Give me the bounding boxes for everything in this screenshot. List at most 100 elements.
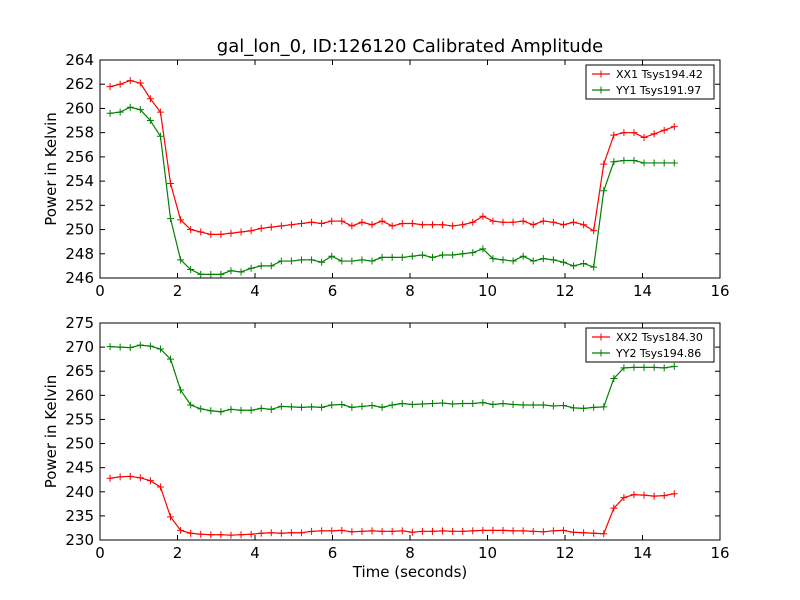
data-point (257, 262, 265, 270)
data-point (267, 405, 275, 413)
data-point (368, 527, 376, 535)
data-point (499, 400, 507, 408)
data-point (570, 262, 578, 270)
data-point (378, 217, 386, 225)
y-tick-label: 275 (65, 314, 94, 332)
data-point (660, 159, 668, 167)
data-point (408, 252, 416, 260)
x-tick-label: 14 (633, 544, 652, 562)
data-point (177, 386, 185, 394)
data-point (529, 221, 537, 229)
data-point (620, 129, 628, 137)
data-point (509, 257, 517, 265)
x-tick-label: 10 (478, 544, 497, 562)
data-point (449, 222, 457, 230)
legend-swatch-marker (597, 70, 605, 78)
data-point (580, 529, 588, 537)
data-point (378, 527, 386, 535)
data-point (247, 264, 255, 272)
data-point (156, 345, 164, 353)
data-point (549, 527, 557, 535)
data-point (247, 406, 255, 414)
data-point (650, 363, 658, 371)
data-point (207, 407, 215, 415)
x-tick-label: 8 (405, 282, 415, 300)
data-point (338, 526, 346, 534)
data-point (519, 527, 527, 535)
data-point (479, 399, 487, 407)
data-point (620, 494, 628, 502)
data-point (378, 403, 386, 411)
data-point (580, 259, 588, 267)
data-point (217, 270, 225, 278)
data-point (570, 404, 578, 412)
data-point (298, 529, 305, 537)
plot-panel-1: 0 2 4 6 8 10 12 14 16246248250252254256258260262… (42, 51, 730, 300)
data-point (509, 218, 517, 226)
data-point (610, 131, 618, 139)
data-point (479, 526, 487, 534)
y-tick-label: 252 (65, 196, 94, 214)
data-point (489, 217, 497, 225)
data-point (479, 212, 487, 220)
data-point (630, 491, 638, 499)
y-tick-label: 250 (65, 435, 94, 453)
x-tick-label: 8 (405, 544, 415, 562)
data-point (640, 159, 648, 167)
data-point (469, 400, 477, 408)
data-point (519, 401, 527, 409)
data-point (630, 363, 638, 371)
data-point (227, 531, 235, 539)
data-point (650, 130, 658, 138)
data-point (590, 529, 598, 537)
data-point (106, 83, 114, 91)
y-tick-label: 240 (65, 483, 94, 501)
data-point (177, 526, 185, 534)
data-point (439, 399, 447, 407)
data-point (116, 108, 124, 116)
data-point (610, 374, 618, 382)
data-point (600, 187, 608, 195)
data-point (277, 402, 285, 410)
data-point (197, 228, 205, 236)
data-point (146, 342, 154, 350)
data-point (539, 217, 547, 225)
data-point (318, 527, 326, 535)
data-point (308, 403, 316, 411)
data-point (257, 529, 265, 537)
data-point (267, 262, 275, 270)
data-point (600, 403, 608, 411)
data-point (267, 529, 275, 537)
legend-label: YY2 Tsys194.86 (615, 347, 701, 360)
data-point (197, 530, 205, 538)
data-point (136, 474, 144, 482)
x-tick-label: 4 (250, 282, 260, 300)
data-point (318, 220, 326, 227)
data-point (116, 343, 124, 351)
y-tick-label: 262 (65, 75, 94, 93)
data-point (670, 490, 678, 498)
data-point (207, 230, 215, 238)
x-tick-label: 14 (633, 282, 652, 300)
data-point (630, 129, 638, 137)
data-point (106, 109, 114, 117)
data-point (519, 252, 527, 260)
data-point (308, 256, 316, 264)
x-tick-label: 2 (173, 282, 183, 300)
x-tick-label: 16 (710, 544, 729, 562)
y-tick-label: 235 (65, 507, 94, 525)
data-point (570, 218, 578, 226)
data-point (549, 218, 557, 226)
x-tick-label: 0 (95, 282, 105, 300)
data-point (650, 492, 658, 500)
chart-title: gal_lon_0, ID:126120 Calibrated Amplitud… (217, 36, 603, 57)
data-point (287, 403, 295, 411)
data-point (670, 123, 678, 131)
y-tick-label: 245 (65, 459, 94, 477)
data-point (368, 401, 376, 409)
legend: XX2 Tsys184.30 YY2 Tsys194.86 (585, 327, 715, 363)
data-point (509, 400, 517, 408)
data-point (398, 220, 406, 227)
data-point (318, 403, 326, 411)
legend-swatch-marker (597, 86, 605, 94)
